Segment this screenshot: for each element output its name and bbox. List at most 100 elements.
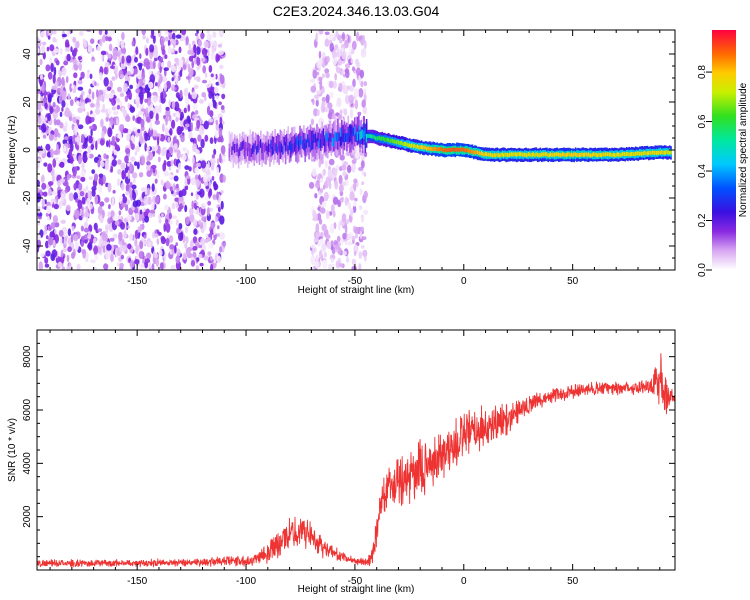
heatmap-cell — [557, 152, 560, 157]
heatmap-cell — [175, 219, 179, 226]
heatmap-cell — [142, 217, 145, 224]
heatmap-cell — [348, 85, 355, 92]
heatmap-cell — [341, 31, 346, 42]
heatmap-cell — [231, 146, 233, 155]
heatmap-cell — [60, 249, 64, 258]
heatmap-cell — [93, 245, 99, 255]
heatmap-cell — [90, 128, 93, 137]
heatmap-cell — [594, 152, 596, 157]
heatmap-cell — [154, 178, 158, 184]
heatmap-cell — [183, 107, 187, 114]
heatmap-cell — [555, 152, 557, 157]
heatmap-cell — [454, 148, 457, 152]
heatmap-cell — [277, 133, 279, 151]
heatmap-cell — [241, 141, 244, 150]
heatmap-cell — [82, 153, 88, 164]
heatmap-cell — [126, 55, 132, 64]
heatmap-cell — [240, 142, 242, 160]
x-tick-label: -50 — [348, 576, 363, 587]
heatmap-cell — [345, 257, 350, 263]
heatmap-cell — [191, 200, 194, 210]
heatmap-cell — [121, 171, 127, 179]
heatmap-cell — [351, 258, 357, 266]
heatmap-cell — [277, 146, 279, 155]
heatmap-cell — [160, 39, 164, 48]
heatmap-cell — [531, 152, 534, 157]
heatmap-cell — [324, 106, 329, 113]
heatmap-cell — [326, 133, 329, 142]
heatmap-cell — [213, 259, 216, 264]
heatmap-cell — [109, 65, 116, 69]
heatmap-cell — [74, 166, 78, 171]
heatmap-cell — [171, 100, 176, 110]
heatmap-cell — [258, 143, 261, 161]
heatmap-cell — [120, 254, 125, 260]
heatmap-cell — [49, 105, 54, 115]
heatmap-cell — [152, 167, 156, 174]
heatmap-cell — [67, 93, 71, 100]
heatmap-cell — [282, 136, 284, 154]
heatmap-cell — [52, 36, 57, 43]
heatmap-cell — [256, 145, 258, 155]
heatmap-cell — [45, 143, 51, 151]
heatmap-cell — [358, 251, 363, 259]
heatmap-cell — [219, 116, 223, 124]
heatmap-cell — [322, 259, 328, 270]
heatmap-cell — [57, 261, 63, 268]
heatmap-cell — [355, 133, 357, 143]
heatmap-cell — [198, 99, 204, 104]
heatmap-cell — [358, 125, 360, 134]
heatmap-cell — [83, 141, 88, 149]
heatmap-cell — [307, 134, 309, 143]
heatmap-cell — [420, 145, 423, 150]
heatmap-cell — [567, 152, 569, 157]
heatmap-cell — [67, 228, 72, 237]
heatmap-cell — [248, 142, 250, 152]
heatmap-cell — [37, 219, 41, 226]
heatmap-cell — [612, 152, 615, 157]
heatmap-cell — [479, 152, 482, 157]
heatmap-cell — [127, 102, 131, 109]
heatmap-cell — [62, 248, 68, 252]
heatmap-cell — [318, 128, 321, 146]
heatmap-cell — [131, 172, 138, 179]
heatmap-cell — [42, 41, 47, 46]
heatmap-cell — [425, 146, 428, 151]
heatmap-cell — [104, 197, 110, 203]
heatmap-cell — [653, 151, 655, 155]
heatmap-cell — [135, 96, 141, 105]
heatmap-cell — [164, 127, 169, 137]
heatmap-cell — [46, 46, 50, 52]
heatmap-cell — [360, 80, 364, 88]
heatmap-cell — [72, 58, 78, 65]
heatmap-cell — [248, 143, 250, 161]
heatmap-cell — [171, 215, 178, 219]
heatmap-cell — [233, 144, 236, 153]
heatmap-cell — [87, 145, 92, 154]
heatmap-cell — [362, 106, 368, 115]
heatmap-cell — [386, 137, 389, 142]
heatmap-cell — [50, 62, 54, 73]
heatmap-cell — [171, 77, 174, 82]
heatmap-cell — [455, 147, 458, 152]
heatmap-cell — [218, 101, 222, 106]
heatmap-cell — [442, 148, 445, 153]
heatmap-cell — [81, 90, 84, 95]
heatmap-cell — [322, 135, 325, 144]
heatmap-cell — [190, 177, 197, 186]
heatmap-cell — [37, 234, 41, 241]
heatmap-cell — [407, 143, 410, 148]
heatmap-cell — [137, 226, 141, 233]
heatmap-cell — [163, 67, 169, 71]
heatmap-cell — [41, 83, 45, 94]
heatmap-cell — [179, 70, 183, 78]
heatmap-cell — [164, 117, 169, 122]
heatmap-cell — [188, 131, 193, 141]
colorbar-gradient — [712, 30, 736, 270]
heatmap-cell — [341, 181, 347, 187]
heatmap-cell — [160, 179, 164, 186]
heatmap-cell — [495, 153, 497, 158]
heatmap-cell — [408, 143, 411, 148]
heatmap-cell — [139, 94, 144, 105]
heatmap-cell — [367, 134, 369, 138]
